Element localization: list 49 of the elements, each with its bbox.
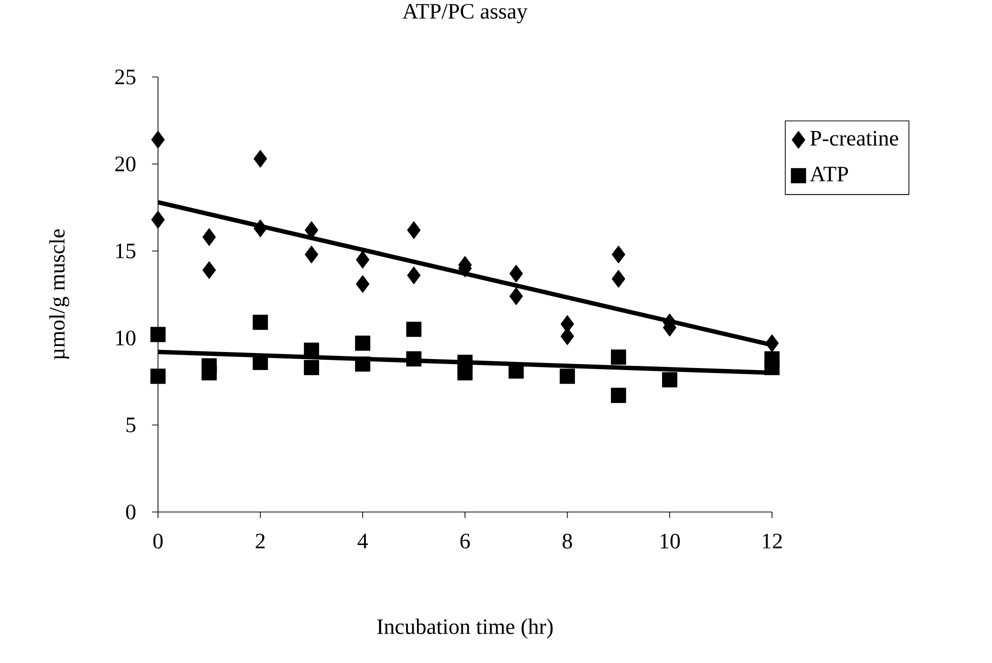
point xyxy=(202,228,216,246)
point xyxy=(150,368,166,384)
x-tick-label: 10 xyxy=(660,534,680,549)
point xyxy=(356,250,370,268)
x-tick-label: 6 xyxy=(460,534,470,549)
point xyxy=(610,388,626,404)
point xyxy=(355,336,370,351)
y-tick-label: 10 xyxy=(116,330,136,346)
y-tick-label: 5 xyxy=(126,418,136,432)
point xyxy=(407,221,421,239)
point xyxy=(610,350,626,365)
point xyxy=(254,220,268,238)
point xyxy=(304,360,320,376)
point xyxy=(150,326,166,342)
x-axis-title: Incubation time (hr) xyxy=(377,618,553,639)
point xyxy=(509,287,523,306)
point xyxy=(252,314,268,330)
point xyxy=(202,365,217,380)
x-tick-label: 8 xyxy=(562,534,572,549)
point xyxy=(509,264,523,282)
y-tick-label: 20 xyxy=(115,156,136,172)
x-tick-label: 0 xyxy=(153,534,163,549)
point xyxy=(662,372,678,388)
point xyxy=(355,356,370,372)
point xyxy=(151,130,165,148)
point xyxy=(560,368,575,384)
point xyxy=(612,270,626,288)
y-axis-title: µmol/g muscle xyxy=(49,229,70,360)
point xyxy=(457,365,473,380)
y-tick-label: 0 xyxy=(126,504,136,520)
x-tick-label: 2 xyxy=(256,534,265,548)
point xyxy=(151,210,165,228)
point xyxy=(254,150,268,168)
chart-title: ATP/PC assay xyxy=(402,4,528,24)
legend-label: P-creatine xyxy=(810,130,898,146)
point xyxy=(202,261,216,279)
point xyxy=(406,322,422,337)
x-tick-label: 12 xyxy=(762,534,782,548)
point xyxy=(612,246,626,264)
legend-label: ATP xyxy=(810,166,848,182)
point xyxy=(407,266,421,284)
point xyxy=(764,360,780,376)
point xyxy=(765,334,779,352)
point xyxy=(356,275,370,293)
point xyxy=(406,351,422,366)
x-tick-label: 4 xyxy=(358,534,368,548)
point xyxy=(304,246,318,264)
y-tick-label: 25 xyxy=(115,70,136,84)
y-tick-label: 15 xyxy=(116,244,136,258)
